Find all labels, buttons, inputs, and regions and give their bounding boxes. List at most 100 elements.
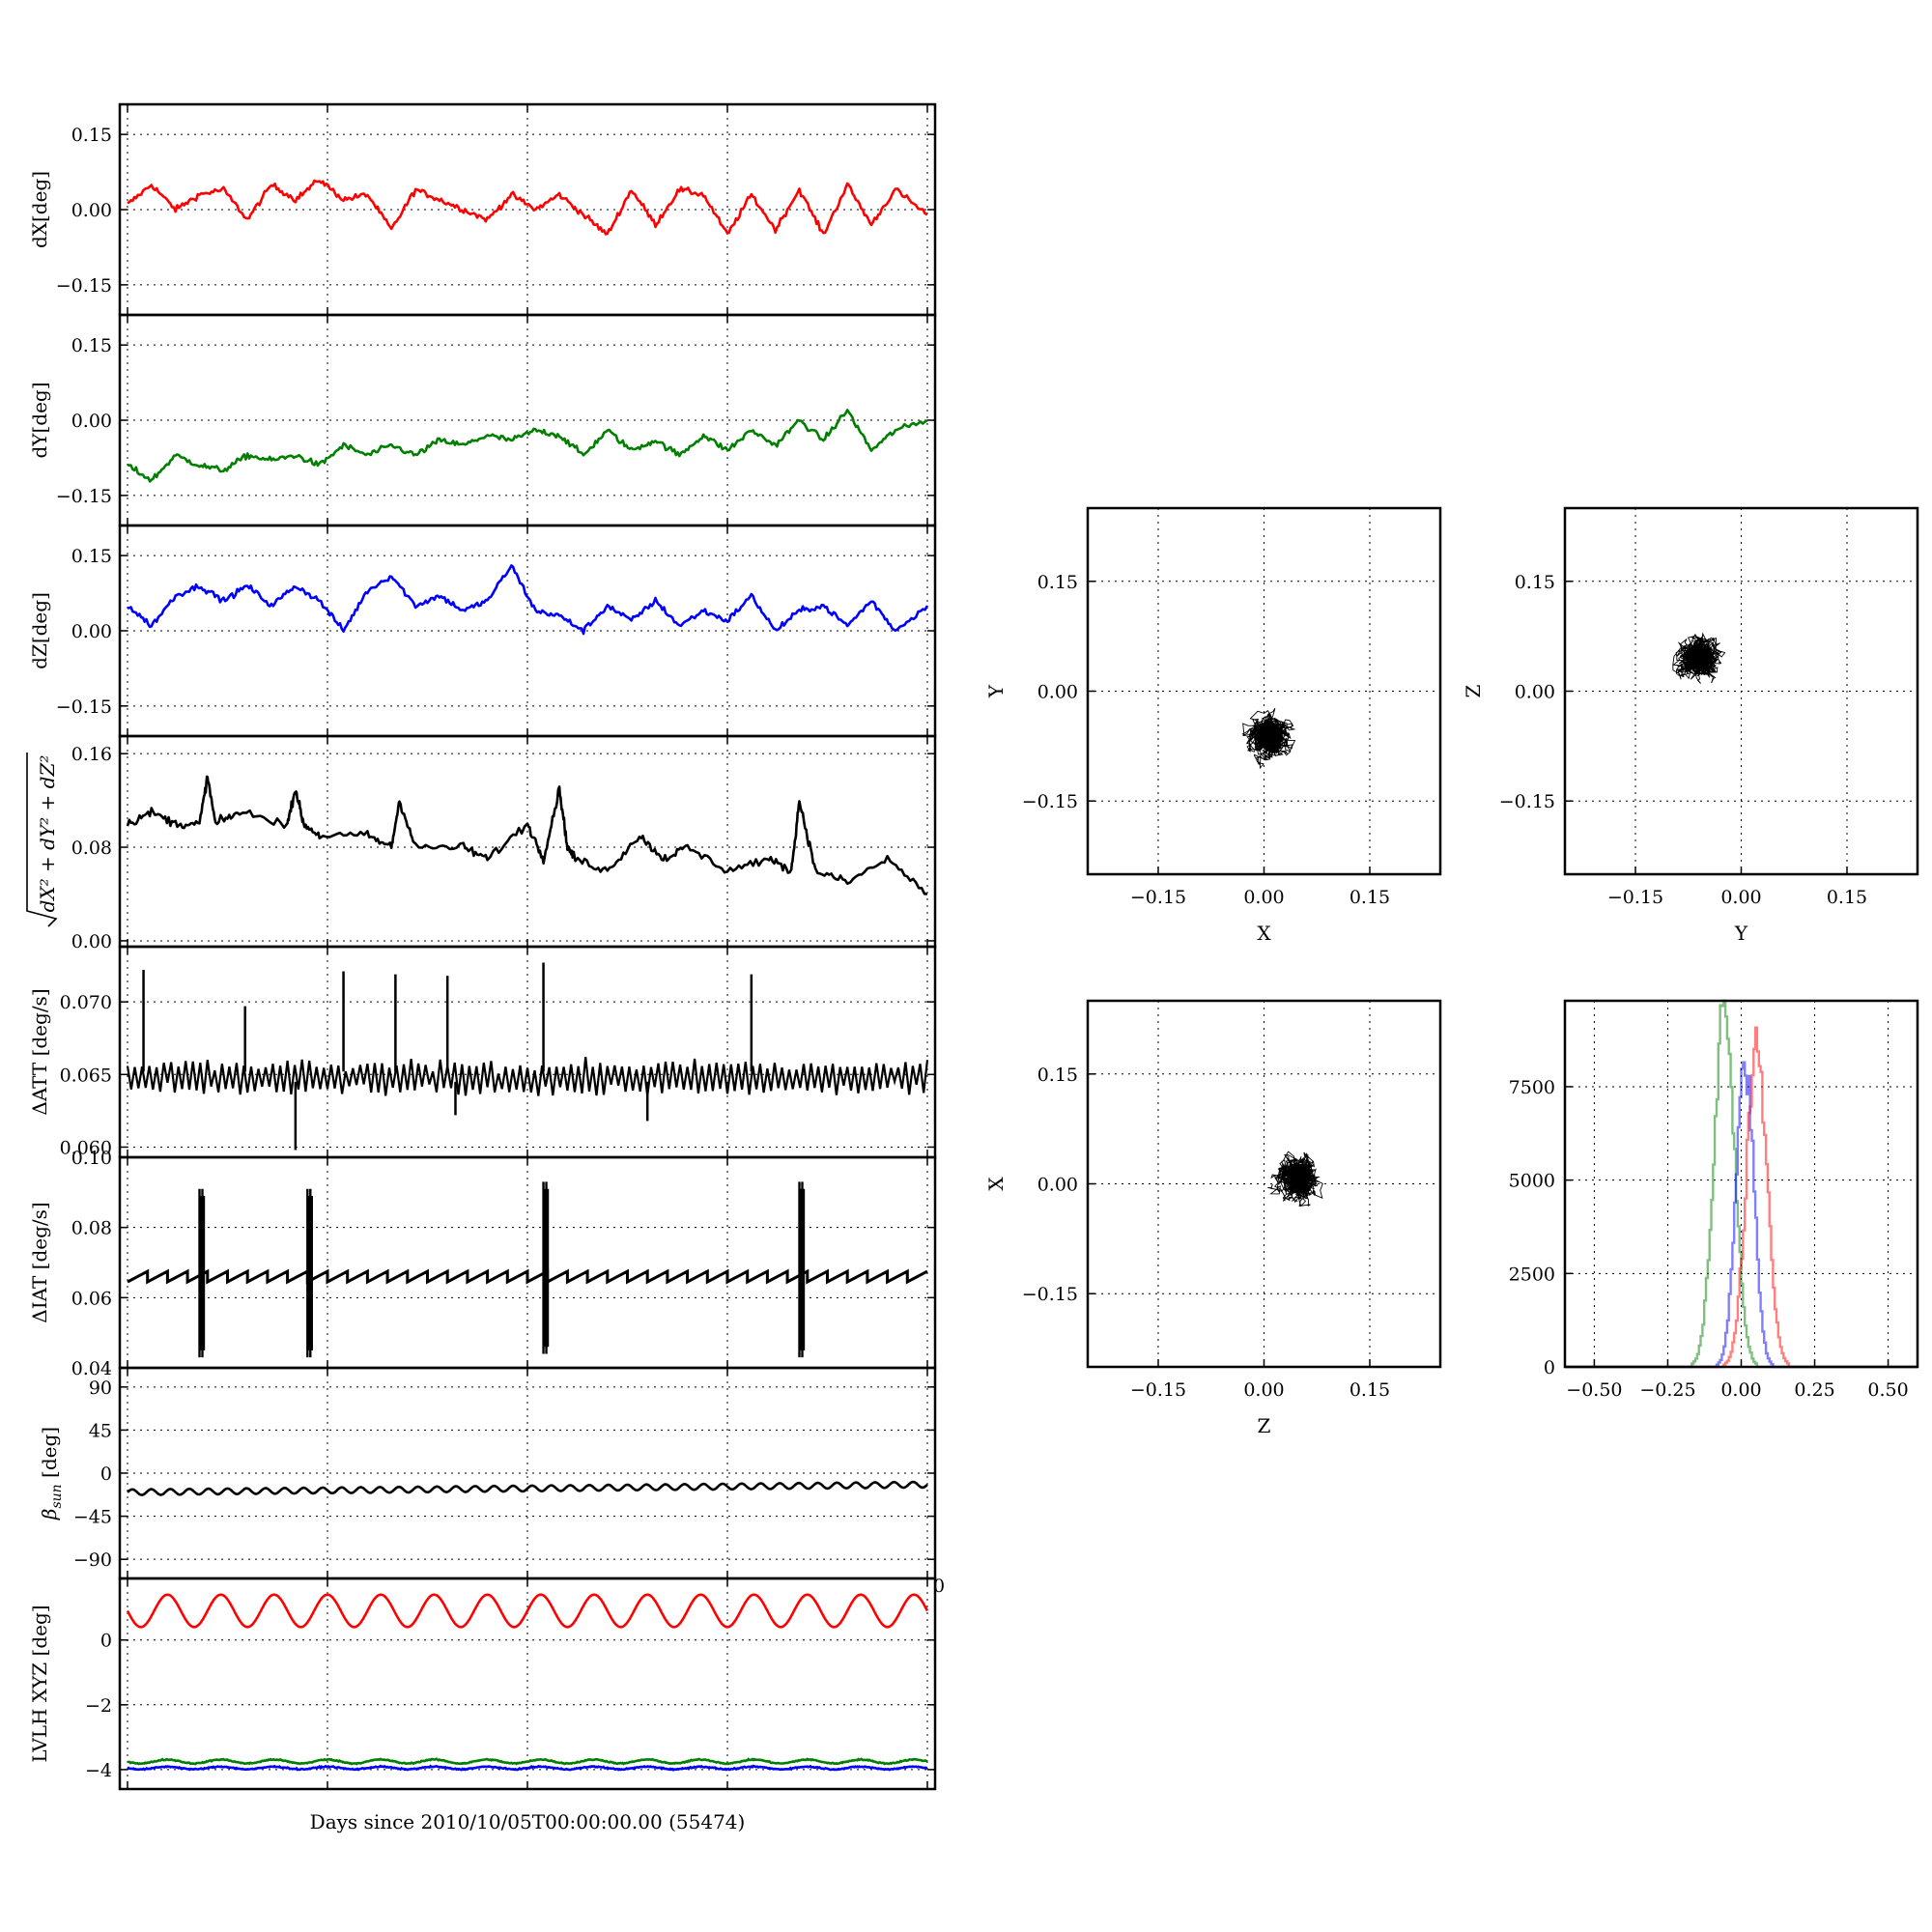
- y-tick-label: −0.15: [1022, 791, 1078, 812]
- panel-dy: 0.15 0.00 −0.15 dY[deg]: [28, 313, 937, 527]
- y-tick-label: −0.15: [1499, 791, 1555, 812]
- panel-zx: −0.15 −0.15 0.00 0.00 0.15 0.15 Z X: [984, 999, 1442, 1437]
- x-tick-label: 0.00: [1243, 887, 1284, 908]
- y-axis-label: dY[deg]: [28, 382, 51, 458]
- y-axis-label: dX[deg]: [28, 171, 51, 248]
- y-tick-label: 2500: [1509, 1264, 1555, 1285]
- series-line-dx: [127, 179, 928, 236]
- panel-frame: [1086, 506, 1442, 876]
- panel-yz: −0.15 −0.15 0.00 0.00 0.15 0.15 Y Z: [1462, 506, 1919, 945]
- plot-area: [126, 962, 929, 1151]
- x-tick-label: −0.25: [1639, 1379, 1695, 1401]
- y-tick-label: −0.15: [56, 275, 112, 297]
- series-line-lvlh-green: [127, 1757, 928, 1766]
- panel-diat: 0.10 0.08 0.06 0.04 ΔIAT [deg/s]: [28, 1148, 937, 1379]
- panel-frame: [118, 734, 937, 949]
- series-line-diat: [127, 1268, 928, 1285]
- panel-frame: [1563, 506, 1919, 876]
- x-tick-label: −0.15: [1130, 1379, 1186, 1401]
- x-tick-label: −0.15: [1607, 887, 1663, 908]
- y-tick-label: 0.10: [71, 1148, 112, 1169]
- y-tick-label: 0.00: [1037, 1175, 1078, 1196]
- y-tick-label: 0.00: [71, 411, 112, 432]
- y-tick-label: 0.00: [1515, 682, 1555, 703]
- y-tick-label: 0.15: [71, 546, 112, 567]
- y-tick-label: 0.04: [71, 1358, 112, 1379]
- y-tick-label: 0.08: [71, 1218, 112, 1239]
- plot-area: [128, 564, 929, 636]
- y-tick-label: 0.16: [71, 744, 112, 765]
- y-tick-label: 0.070: [60, 992, 112, 1013]
- x-tick-label: 0.15: [1350, 887, 1390, 908]
- scatter-trace: [1671, 632, 1726, 684]
- y-axis-label-text: dZ[deg]: [28, 592, 51, 669]
- y-tick-label: 90: [89, 1378, 112, 1399]
- y-axis-label: Y: [984, 684, 1008, 698]
- series-line-beta: [127, 1480, 928, 1496]
- y-axis-label: ΔIAT [deg/s]: [28, 1202, 51, 1322]
- x-tick-label: 0.15: [1827, 887, 1867, 908]
- plot-area: [127, 179, 928, 236]
- panel-frame: [118, 945, 937, 1159]
- y-tick-label: 0.15: [1037, 572, 1078, 593]
- y-tick-label: 0.00: [71, 200, 112, 221]
- plot-area: [127, 409, 928, 483]
- y-tick-label: −4: [85, 1760, 112, 1781]
- y-tick-label: −0.15: [56, 696, 112, 718]
- y-tick-label: 0: [1544, 1357, 1555, 1378]
- y-tick-label: 0.00: [1037, 682, 1078, 703]
- sqrt-symbol: [26, 753, 58, 927]
- y-axis-label-text: ΔATT [deg/s]: [28, 988, 51, 1115]
- y-tick-label: 0.060: [60, 1137, 112, 1158]
- y-tick-label: 0.15: [71, 335, 112, 356]
- y-tick-label: −45: [73, 1507, 112, 1528]
- y-axis-label: Z: [1462, 684, 1485, 697]
- panel-dx: 0.15 0.00 −0.15 dX[deg]: [28, 102, 937, 317]
- y-axis-label: ΔATT [deg/s]: [28, 988, 51, 1115]
- y-tick-label: 0: [100, 1463, 112, 1485]
- panel-rss: 0.16 0.08 0.00 dX² + dY² + dZ²: [26, 734, 937, 952]
- y-tick-label: 0.08: [71, 838, 112, 859]
- x-tick-label: 0.00: [1720, 887, 1761, 908]
- y-tick-label: −2: [85, 1695, 112, 1717]
- series-line-lvlh-red: [126, 1593, 929, 1629]
- y-axis-label-text: Z: [1462, 684, 1485, 697]
- x-axis-label: Z: [1258, 1414, 1271, 1437]
- scatter-trace: [1267, 1151, 1323, 1208]
- x-axis-label: X: [1257, 922, 1271, 945]
- y-axis-label-text: dX² + dY² + dZ²: [36, 755, 59, 913]
- panel-frame: [1086, 999, 1442, 1369]
- burst: [798, 1181, 806, 1358]
- y-tick-label: −0.15: [56, 486, 112, 507]
- y-axis-label-text: X: [984, 1177, 1008, 1191]
- burst: [198, 1188, 206, 1358]
- panel-frame: [118, 1577, 937, 1791]
- burst: [306, 1188, 313, 1358]
- panel-hist: −0.50 −0.25 0.00 0.25 0.50 0 2500 5000 7500: [1509, 999, 1919, 1401]
- x-axis-label: Days since 2010/10/05T00:00:00.00 (55474…: [310, 1810, 746, 1833]
- y-axis-label: dX² + dY² + dZ²: [26, 753, 59, 927]
- y-tick-label: 0.06: [71, 1288, 112, 1309]
- panel-frame: [1563, 999, 1919, 1369]
- series-line-rss: [126, 775, 928, 895]
- y-axis-label-text: Y: [984, 684, 1008, 698]
- x-tick-label: 0.00: [1243, 1379, 1284, 1401]
- plot-area: [127, 1181, 928, 1358]
- x-axis-label: Y: [1734, 922, 1748, 945]
- x-tick-label: 0.25: [1794, 1379, 1834, 1401]
- y-tick-label: 7500: [1509, 1077, 1555, 1098]
- y-axis-label: βsun [deg]: [38, 1427, 65, 1520]
- panel-datt: 0.070 0.065 0.060 ΔATT [deg/s]: [28, 945, 937, 1159]
- series-line-dz: [128, 564, 929, 636]
- y-axis-label: dZ[deg]: [28, 592, 51, 669]
- series-line-lvlh-blue: [127, 1764, 928, 1772]
- plot-area: [126, 775, 928, 895]
- y-tick-label: 45: [89, 1420, 112, 1441]
- y-axis-label-text: dX[deg]: [28, 171, 51, 248]
- y-axis-label: X: [984, 1177, 1008, 1191]
- x-tick-label: 0.50: [1867, 1379, 1908, 1401]
- plot-area: [127, 1480, 928, 1496]
- y-axis-label-text: βsun [deg]: [38, 1427, 65, 1520]
